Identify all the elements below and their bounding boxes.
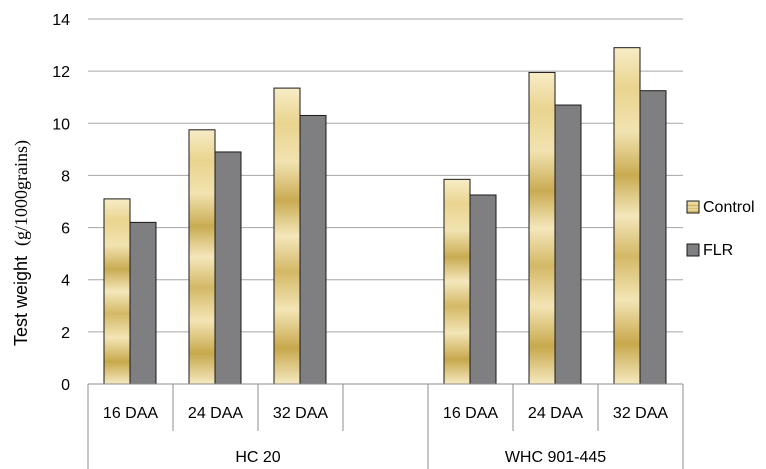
x-tick-label: 24 DAA: [188, 405, 243, 422]
bar-flr-4: [554, 104, 582, 385]
bar-flr-2: [299, 114, 327, 385]
bar-control-0: [103, 198, 131, 385]
x-tick-label: 16 DAA: [443, 405, 498, 422]
y-axis-ticks: 0 2 4 6 8 10 12 14: [52, 12, 70, 394]
bar-flr-5: [639, 90, 667, 385]
x-tick-label: 24 DAA: [528, 405, 583, 422]
legend-swatch-control: [686, 200, 700, 214]
bar-control-1: [188, 129, 216, 385]
bar-control-2: [273, 87, 301, 385]
y-tick-label: 4: [61, 273, 70, 290]
y-tick-label: 0: [61, 377, 70, 394]
y-axis-label: Test weight (g/1000grains): [11, 140, 32, 346]
y-tick-label: 14: [52, 12, 70, 29]
legend-label-flr: FLR: [703, 242, 733, 259]
bar-flr-3: [469, 194, 497, 385]
y-tick-label: 6: [61, 221, 70, 238]
gridlines: [88, 18, 683, 385]
bar-control-4: [528, 71, 556, 385]
y-axis-label-prefix: Test weight: [11, 256, 31, 346]
x-group-label: WHC 901-445: [505, 449, 606, 466]
legend: Control FLR: [686, 199, 755, 259]
y-axis-label-unit: (g/1000grains): [11, 140, 32, 246]
x-group-label: HC 20: [235, 449, 280, 466]
bars: [103, 47, 667, 385]
y-tick-label: 10: [52, 116, 70, 133]
x-axis: 16 DAA 24 DAA 32 DAA 16 DAA 24 DAA 32 DAA HC 2…: [87, 383, 684, 469]
legend-swatch-flr: [686, 243, 700, 257]
y-tick-label: 12: [52, 64, 70, 81]
y-tick-label: 8: [61, 168, 70, 185]
bar-flr-0: [129, 221, 157, 385]
legend-label-control: Control: [703, 199, 755, 216]
bar-flr-1: [214, 151, 242, 385]
bar-control-5: [613, 47, 641, 385]
y-tick-label: 2: [61, 325, 70, 342]
x-tick-label: 32 DAA: [273, 405, 328, 422]
x-tick-label: 16 DAA: [103, 405, 158, 422]
bar-control-3: [443, 178, 471, 385]
x-tick-label: 32 DAA: [613, 405, 668, 422]
